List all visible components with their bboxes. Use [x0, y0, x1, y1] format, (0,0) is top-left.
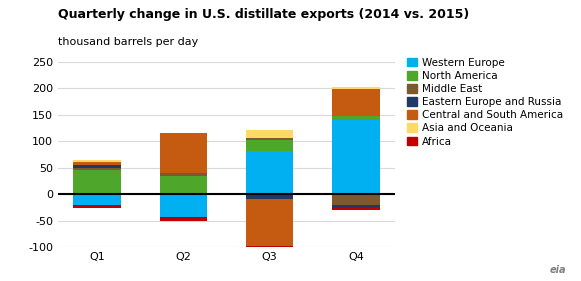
Bar [160, 133, 207, 173]
Bar [246, 140, 293, 151]
Bar [160, 176, 207, 194]
Bar [73, 194, 121, 205]
Bar [73, 171, 121, 194]
Bar [73, 162, 121, 165]
Bar [246, 199, 293, 246]
Bar [332, 194, 380, 205]
Bar [73, 160, 121, 162]
Bar [246, 130, 293, 138]
Bar [246, 138, 293, 140]
Legend: Western Europe, North America, Middle East, Eastern Europe and Russia, Central a: Western Europe, North America, Middle Ea… [407, 58, 563, 146]
Bar [160, 217, 207, 218]
Bar [332, 89, 380, 116]
Bar [246, 246, 293, 250]
Bar [160, 173, 207, 176]
Bar [246, 151, 293, 194]
Text: Quarterly change in U.S. distillate exports (2014 vs. 2015): Quarterly change in U.S. distillate expo… [58, 8, 469, 21]
Bar [73, 205, 121, 208]
Bar [332, 116, 380, 120]
Bar [332, 205, 380, 208]
Bar [160, 194, 207, 217]
Bar [73, 168, 121, 171]
Text: thousand barrels per day: thousand barrels per day [58, 37, 198, 47]
Bar [160, 218, 207, 221]
Bar [332, 87, 380, 89]
Text: eia: eia [550, 265, 566, 275]
Bar [332, 120, 380, 194]
Bar [73, 165, 121, 168]
Bar [246, 194, 293, 199]
Bar [332, 208, 380, 210]
